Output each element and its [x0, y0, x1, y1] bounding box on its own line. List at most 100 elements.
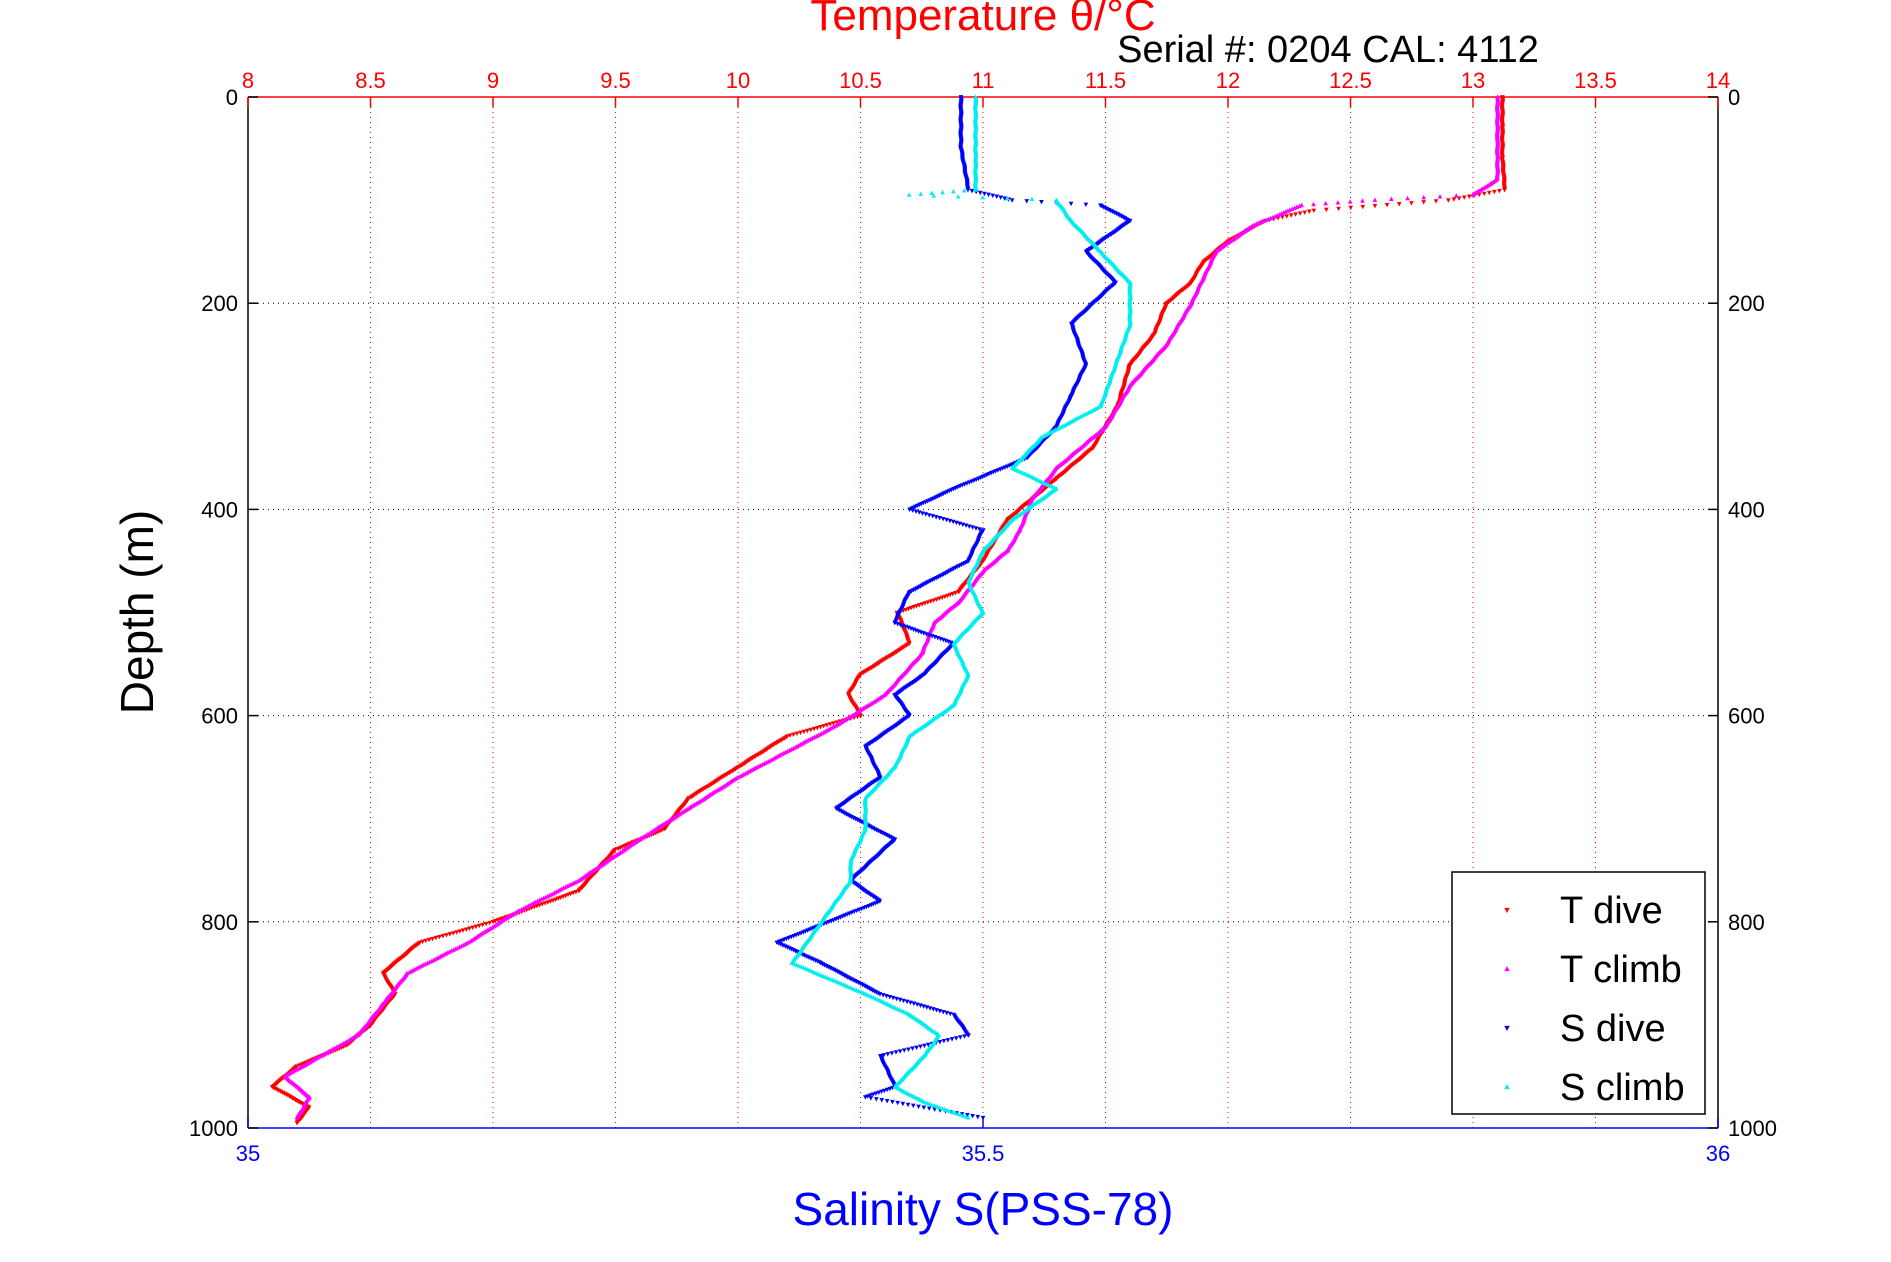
legend-entry: T dive [1504, 890, 1663, 932]
data-point [977, 190, 983, 196]
salinity-tick-label: 35 [236, 1141, 260, 1166]
data-point [791, 732, 796, 737]
data-point [965, 187, 971, 193]
depth-tick-label-right: 1000 [1728, 1116, 1777, 1141]
legend-label: T climb [1560, 949, 1682, 991]
temp-tick-label: 11 [972, 68, 995, 93]
data-point [1039, 199, 1044, 205]
data-point [994, 194, 1000, 199]
temp-tick-label: 12.5 [1329, 68, 1372, 93]
depth-tick-label-left: 200 [201, 291, 238, 316]
data-point [1497, 188, 1502, 194]
data-point [1486, 190, 1492, 196]
data-point [805, 728, 810, 734]
data-point [1024, 199, 1030, 204]
data-point [951, 188, 956, 194]
data-point [965, 1115, 971, 1120]
data-point [433, 935, 439, 941]
data-point [794, 731, 800, 737]
data-point [1009, 198, 1015, 203]
data-point [1451, 197, 1457, 202]
depth-tick-label-right: 400 [1728, 497, 1765, 522]
data-point [906, 1047, 911, 1052]
data-point [1029, 196, 1035, 202]
data-point [1502, 187, 1507, 193]
temp-tick-label: 9 [487, 68, 499, 93]
data-point [1323, 200, 1329, 206]
legend-box [1451, 871, 1706, 1115]
legend-entry: S dive [1504, 1008, 1666, 1050]
data-point [1389, 196, 1394, 202]
data-point [1005, 195, 1010, 201]
data-point [966, 1033, 971, 1038]
depth-tick-label-left: 0 [226, 85, 238, 110]
temp-tick-label: 8.5 [355, 68, 386, 93]
data-point [953, 1036, 959, 1041]
data-point [905, 1102, 911, 1108]
data-point [1466, 194, 1472, 199]
data-point [490, 919, 496, 925]
temp-tick-label: 13.5 [1574, 68, 1617, 93]
data-point [990, 193, 996, 199]
data-point [798, 730, 803, 736]
series-s-dive [774, 95, 1133, 1121]
data-point [889, 1051, 895, 1056]
data-point [916, 1104, 921, 1110]
data-point [942, 1106, 947, 1112]
data-point [1288, 213, 1294, 218]
salinity-tick-label: 36 [1706, 1141, 1730, 1166]
data-point [884, 1098, 890, 1104]
data-point [924, 1100, 930, 1105]
data-point [977, 527, 982, 532]
data-point [1437, 194, 1443, 199]
data-point [863, 1095, 868, 1100]
data-point [1433, 199, 1439, 204]
data-point [930, 514, 936, 519]
data-point [970, 1113, 975, 1119]
chart-subtitle: Serial #: 0204 CAL: 4112 [1117, 29, 1539, 71]
y-axis-label: Depth (m) [111, 510, 163, 714]
temp-tick-label: 12 [1216, 68, 1240, 93]
data-point [980, 1115, 986, 1121]
data-point [929, 190, 935, 196]
data-point [950, 1109, 956, 1115]
data-point [483, 921, 489, 927]
data-point [1324, 207, 1329, 213]
data-point [801, 729, 807, 735]
data-point [440, 934, 446, 939]
data-point [934, 1104, 940, 1109]
data-point [1335, 200, 1341, 205]
legend-marker [1504, 1025, 1510, 1031]
data-point [941, 1039, 947, 1044]
data-point [868, 1096, 874, 1101]
data-point [947, 1108, 953, 1114]
legend-label: T dive [1560, 890, 1663, 932]
x2-axis-label: Salinity S(PSS-78) [793, 1183, 1174, 1235]
salinity-tick-label: 35.5 [962, 1141, 1005, 1166]
data-point [986, 192, 991, 198]
data-point [1360, 198, 1365, 203]
temp-tick-label: 8 [242, 68, 254, 93]
data-point [1336, 206, 1341, 212]
data-point [926, 1106, 932, 1111]
data-point [940, 1009, 946, 1015]
data-point [1421, 194, 1427, 200]
data-point [874, 1097, 879, 1102]
data-point [969, 188, 975, 194]
data-point [918, 1044, 923, 1050]
data-point [1446, 198, 1451, 203]
data-point [921, 1105, 927, 1110]
data-point [937, 1039, 943, 1045]
data-point [1293, 212, 1298, 217]
data-point [1302, 210, 1308, 215]
data-point [1481, 191, 1487, 197]
depth-tick-label-left: 1000 [189, 1116, 238, 1141]
data-point [1405, 195, 1410, 201]
data-point [910, 1103, 916, 1109]
data-point [925, 1042, 931, 1048]
data-point [1083, 202, 1089, 207]
data-point [1348, 205, 1354, 211]
legend-entry: T climb [1504, 949, 1682, 991]
data-point [1470, 192, 1476, 197]
